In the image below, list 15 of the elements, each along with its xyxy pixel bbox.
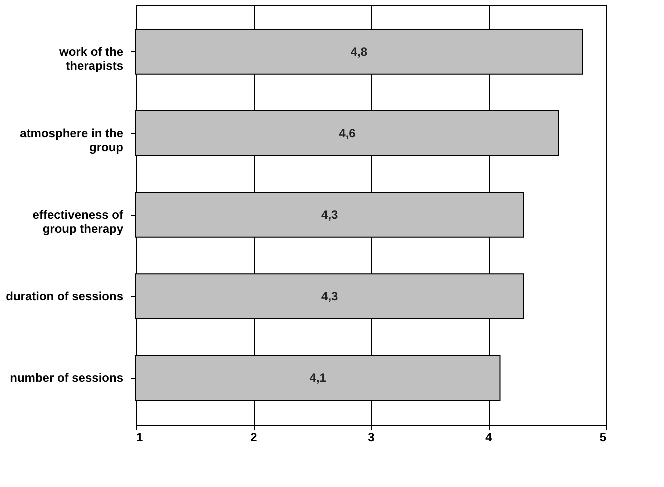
x-tick-label: 1 xyxy=(136,430,144,444)
data-label: 4,3 xyxy=(322,290,339,304)
data-label: 4,1 xyxy=(310,371,327,386)
data-label: 4,3 xyxy=(322,208,339,222)
x-tick-label: 3 xyxy=(368,430,376,444)
y-tick-label: work of the therapists xyxy=(58,44,124,73)
y-tick-label: effectiveness of group therapy xyxy=(32,208,125,236)
x-tick-label: 2 xyxy=(250,430,258,444)
y-tick-label: number of sessions xyxy=(10,371,124,386)
data-label: 4,6 xyxy=(339,126,356,140)
data-label: 4,8 xyxy=(350,44,368,59)
y-tick-label: atmosphere in the group xyxy=(20,126,124,154)
y-tick-label: duration of sessions xyxy=(6,290,124,304)
x-tick-label: 5 xyxy=(600,430,607,444)
x-tick-label: 4 xyxy=(486,430,493,444)
